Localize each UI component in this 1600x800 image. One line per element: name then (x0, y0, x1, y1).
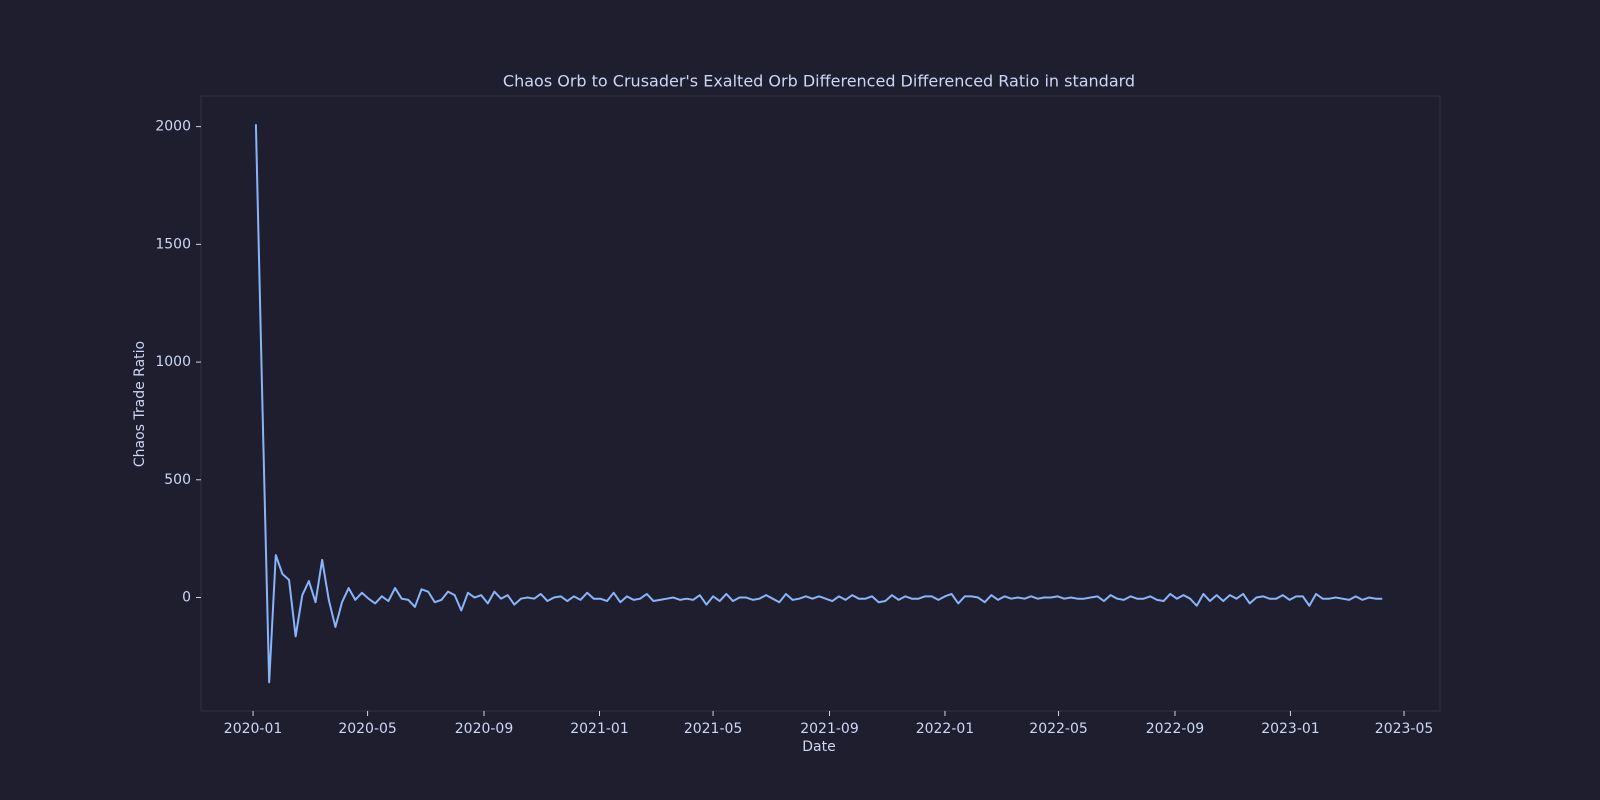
chart-title: Chaos Orb to Crusader's Exalted Orb Diff… (503, 72, 1135, 91)
x-tick-label: 2021-01 (570, 721, 629, 737)
x-tick-label: 2020-09 (455, 721, 514, 737)
x-axis-label: Date (802, 739, 835, 755)
y-tick-label: 0 (182, 590, 191, 606)
x-tick-label: 2023-01 (1261, 721, 1320, 737)
y-tick-label: 1000 (155, 354, 191, 370)
y-axis-label: Chaos Trade Ratio (132, 341, 148, 467)
x-tick-label: 2021-05 (684, 721, 743, 737)
x-tick-label: 2022-05 (1029, 721, 1088, 737)
y-tick-label: 500 (164, 472, 191, 488)
x-tick-label: 2020-05 (338, 721, 397, 737)
y-tick-label: 2000 (155, 119, 191, 135)
x-tick-label: 2023-05 (1375, 721, 1434, 737)
x-tick-label: 2020-01 (224, 721, 283, 737)
y-tick-label: 1500 (155, 236, 191, 252)
x-tick-label: 2022-09 (1146, 721, 1205, 737)
x-tick-label: 2022-01 (916, 721, 975, 737)
x-tick-label: 2021-09 (800, 721, 859, 737)
data-line (254, 124, 1383, 684)
plot-frame (200, 95, 1441, 712)
